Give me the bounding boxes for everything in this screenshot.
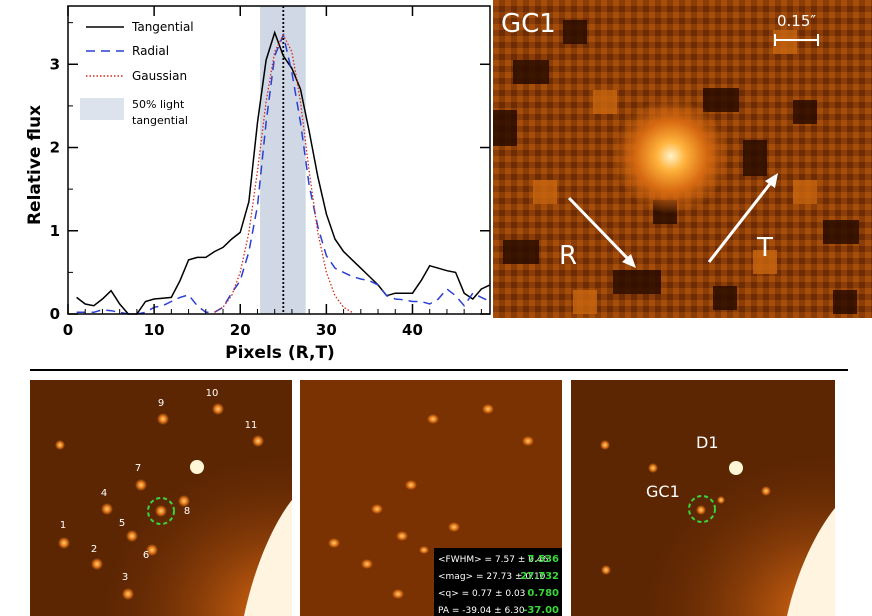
gc1-source — [613, 98, 729, 214]
x-tick-label: 40 — [402, 321, 423, 339]
radial-arrow-head — [622, 254, 636, 268]
gc1-zoom-image: GC1 0.15″ R T — [493, 0, 872, 318]
profile-chart: 0 10 20 30 40 0 1 2 3 Pixels (R,T) Relative flux… — [25, 5, 491, 363]
cluster-label-10: 10 — [206, 388, 219, 399]
stat-fwhm-value: 7.536 — [527, 554, 559, 565]
cluster-label-3: 3 — [122, 572, 128, 583]
stat-q-value: 0.780 — [527, 588, 559, 599]
x-tick-label: 10 — [144, 321, 165, 339]
y-tick-label: 0 — [50, 305, 60, 323]
cluster-label-8: 8 — [184, 506, 190, 517]
x-tick-label: 20 — [230, 321, 251, 339]
stat-q-label: <q> = 0.77 ± 0.03 — [438, 589, 525, 599]
y-tick-label: 3 — [50, 55, 60, 73]
section-divider — [30, 369, 848, 371]
cluster-label-11: 11 — [245, 420, 258, 431]
legend-band-swatch — [80, 98, 124, 120]
tangential-arrow — [707, 179, 775, 263]
series-tangential — [76, 30, 491, 315]
stat-fwhm-label: <FWHM> = 7.57 ± 0.46 — [438, 555, 549, 565]
bright-galaxy-edge — [787, 508, 835, 616]
stat-pa-value: -37.00 — [523, 605, 559, 616]
cluster-label-7: 7 — [135, 463, 141, 474]
radial-arrow-label: R — [559, 241, 577, 271]
y-axis-label: Relative flux — [25, 105, 45, 225]
legend-tangential-label: Tangential — [131, 20, 194, 34]
dark-noise-blocks — [493, 20, 859, 314]
bright-noise-blocks — [533, 30, 817, 314]
field-sources — [55, 403, 264, 600]
stats-box: <FWHM> = 7.57 ± 0.46 7.536 <mag> = 27.73… — [434, 548, 562, 616]
model-sources — [328, 404, 534, 599]
stat-mag-value: 27.732 — [520, 571, 559, 582]
d1-label: D1 — [696, 433, 719, 452]
gc1-marker-circle — [688, 495, 716, 523]
zoom-title: GC1 — [501, 9, 556, 39]
observed-field-panel: 1 2 3 4 5 6 7 8 9 10 11 — [30, 380, 292, 616]
plot-frame — [67, 5, 491, 315]
series-gaussian — [214, 33, 353, 313]
x-tick-label: 0 — [63, 321, 73, 339]
residual-panel: D1 GC1 — [571, 380, 835, 616]
cluster-label-5: 5 — [119, 518, 125, 529]
gc1-marker-circle — [147, 497, 175, 525]
gc1-label: GC1 — [646, 482, 680, 501]
stat-mag-label: <mag> = 27.73 ± 0.10 — [438, 572, 546, 582]
y-tick-label: 2 — [50, 139, 60, 157]
x-tick-label: 30 — [316, 321, 337, 339]
residual-sources — [600, 440, 771, 575]
cluster-label-6: 6 — [143, 550, 149, 561]
cluster-label-1: 1 — [60, 520, 66, 531]
cluster-label-9: 9 — [158, 398, 164, 409]
tangential-arrow-label: T — [756, 233, 773, 263]
y-tick-label: 1 — [50, 222, 60, 240]
legend-gaussian-label: Gaussian — [132, 69, 187, 83]
cluster-label-4: 4 — [101, 488, 107, 499]
x-axis-label: Pixels (R,T) — [225, 343, 335, 363]
legend-radial-label: Radial — [132, 44, 169, 58]
radial-arrow — [567, 196, 633, 264]
legend-band-label: 50% light tangential — [132, 98, 188, 127]
bright-galaxy-edge — [244, 500, 292, 616]
scale-bar-label: 0.15″ — [777, 12, 816, 30]
tangential-arrow-head — [765, 173, 778, 188]
model-panel: <FWHM> = 7.57 ± 0.46 7.536 <mag> = 27.73… — [300, 380, 562, 616]
legend: Tangential Radial Gaussian 50% light tan… — [80, 20, 194, 127]
stat-pa-label: PA = -39.04 ± 6.30 — [438, 606, 525, 616]
cluster-label-2: 2 — [91, 544, 97, 555]
